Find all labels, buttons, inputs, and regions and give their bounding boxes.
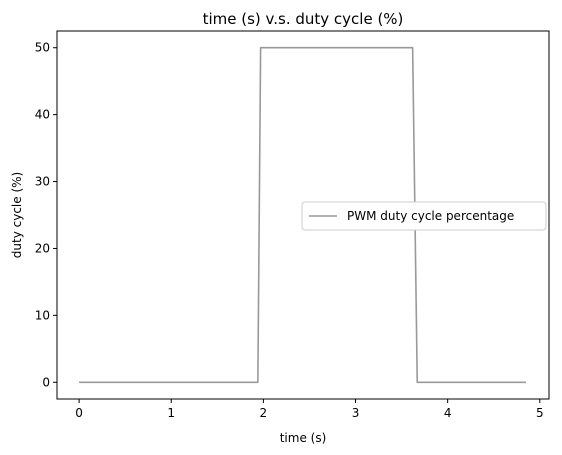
x-axis-label: time (s)	[280, 431, 327, 445]
y-tick-label: 0	[42, 375, 50, 389]
plot-area: 0 1 2 3 4 5 0 10 20 30 40 50	[35, 30, 550, 420]
chart-title: time (s) v.s. duty cycle (%)	[203, 10, 404, 28]
y-tick-label: 40	[35, 108, 50, 122]
axes-frame	[56, 30, 550, 400]
y-axis: 0 10 20 30 40 50	[35, 41, 57, 389]
legend: PWM duty cycle percentage	[301, 201, 547, 231]
y-axis-label: duty cycle (%)	[10, 172, 24, 258]
x-axis: 0 1 2 3 4 5	[75, 399, 544, 420]
series-line	[79, 46, 526, 384]
x-tick-label: 1	[167, 406, 175, 420]
y-tick-label: 30	[35, 175, 50, 189]
x-tick-label: 5	[536, 406, 544, 420]
y-tick-label: 20	[35, 241, 50, 255]
x-tick-label: 0	[75, 406, 83, 420]
legend-label: PWM duty cycle percentage	[347, 209, 514, 223]
y-tick-label: 50	[35, 41, 50, 55]
x-tick-label: 3	[352, 406, 360, 420]
legend-box	[301, 201, 547, 231]
series-layer	[79, 46, 526, 384]
y-tick-label: 10	[35, 308, 50, 322]
x-tick-label: 4	[444, 406, 452, 420]
x-tick-label: 2	[260, 406, 268, 420]
